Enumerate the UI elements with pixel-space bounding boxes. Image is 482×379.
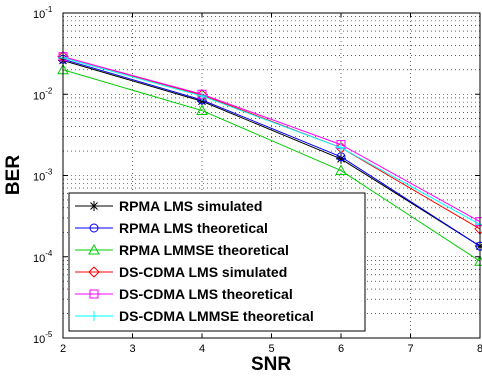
data-point-marker — [197, 96, 207, 107]
legend-label: DS-CDMA LMS simulated — [119, 264, 287, 280]
x-tick-label: 4 — [199, 343, 205, 355]
x-tick-label: 7 — [407, 343, 413, 355]
data-point-marker — [89, 201, 99, 211]
legend-label: DS-CDMA LMS theoretical — [119, 286, 293, 302]
legend-label: RPMA LMS theoretical — [119, 220, 268, 236]
x-axis-title: SNR — [251, 354, 291, 375]
data-point-marker — [88, 243, 100, 255]
series-line — [62, 56, 481, 223]
x-tick-label: 5 — [268, 343, 274, 355]
x-tick-label: 2 — [60, 343, 66, 355]
y-tick-label: 10-1 — [33, 5, 53, 21]
series-line — [62, 57, 481, 225]
x-tick-label: 6 — [338, 343, 344, 355]
data-point-marker — [336, 142, 346, 153]
legend-entry: DS-CDMA LMS theoretical — [75, 286, 293, 302]
data-point-marker — [89, 289, 99, 299]
legend-entry: RPMA LMS simulated — [75, 198, 262, 214]
legend-label: DS-CDMA LMMSE theoretical — [119, 308, 314, 324]
x-tick-label: 8 — [477, 343, 482, 355]
axis-ticks: 2 3 4 5 6 7 8 10-1 10-2 10-3 10-4 10-5 — [33, 5, 482, 355]
x-tick-label: 3 — [129, 343, 135, 355]
legend-entry: RPMA LMMSE theoretical — [75, 242, 289, 258]
y-tick-label: 10-4 — [33, 249, 53, 265]
y-tick-label: 10-2 — [33, 86, 53, 102]
legend-box — [68, 192, 366, 332]
y-axis-title: BER — [3, 155, 24, 195]
legend-entry: DS-CDMA LMMSE theoretical — [75, 308, 314, 324]
data-point-marker — [336, 153, 346, 164]
series-line — [62, 58, 481, 247]
data-point-marker — [196, 104, 208, 116]
data-point-marker — [88, 266, 100, 278]
legend: RPMA LMS simulated RPMA LMS theoretical RP… — [68, 192, 366, 332]
legend-entry: DS-CDMA LMS simulated — [75, 264, 287, 280]
series-line — [62, 60, 481, 247]
data-point-marker — [335, 164, 347, 176]
legend-label: RPMA LMS simulated — [119, 198, 262, 214]
data-point-marker — [89, 311, 99, 321]
data-point-marker — [197, 91, 207, 102]
y-tick-label: 10-5 — [33, 330, 53, 346]
legend-label: RPMA LMMSE theoretical — [119, 242, 289, 258]
y-tick-label: 10-3 — [33, 168, 53, 184]
series-line — [62, 69, 481, 262]
data-point-marker — [89, 223, 99, 233]
legend-entry: RPMA LMS theoretical — [75, 220, 268, 236]
